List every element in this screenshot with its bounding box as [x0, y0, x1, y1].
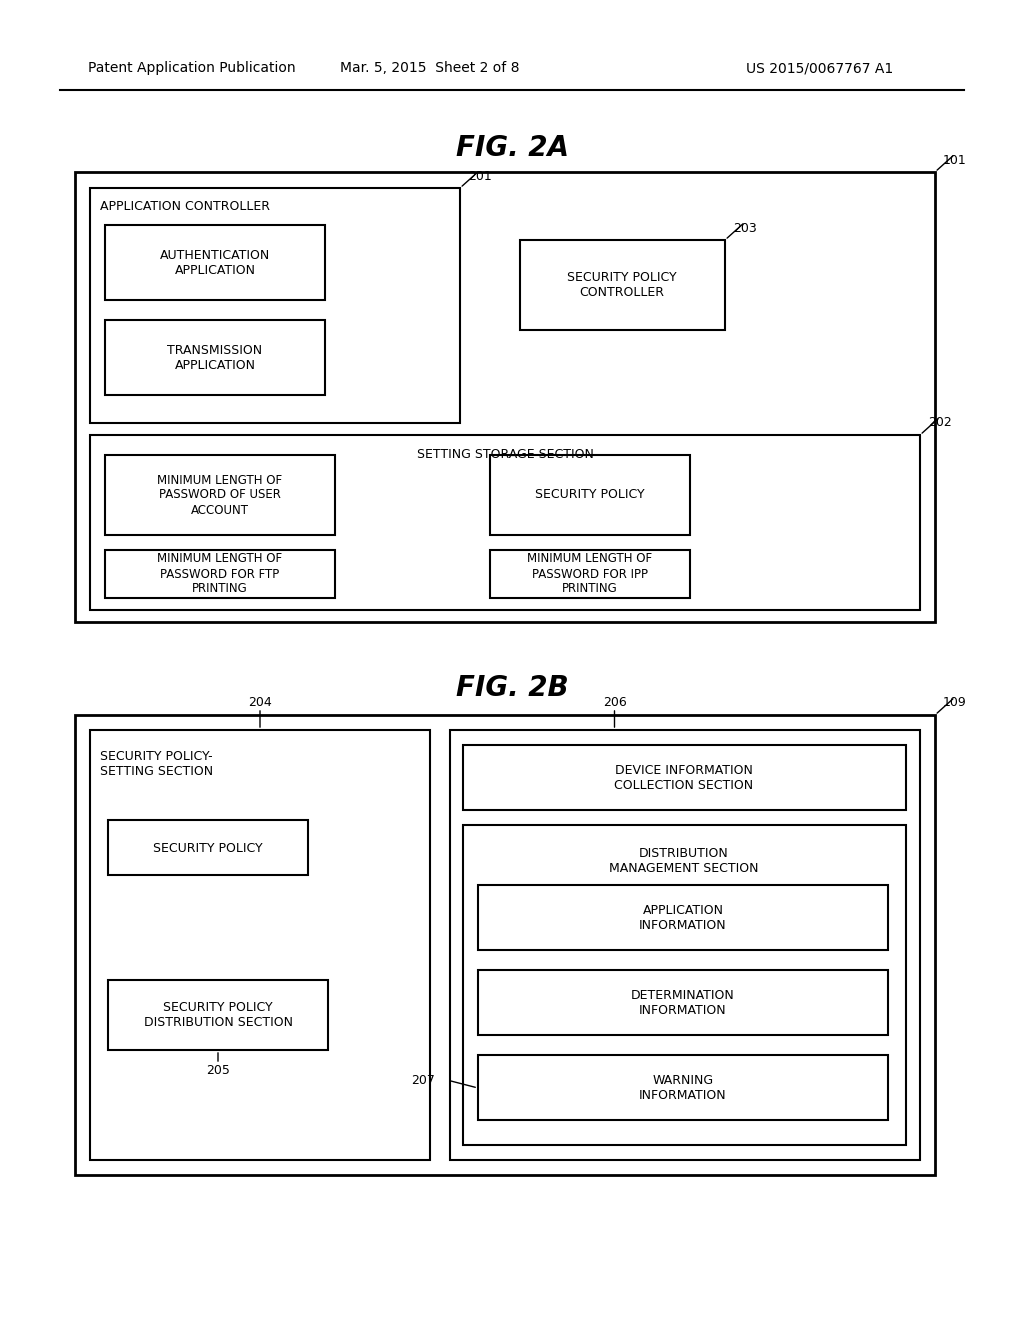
- Bar: [520, 240, 725, 330]
- Bar: [478, 884, 888, 950]
- Bar: [108, 979, 328, 1049]
- Text: Patent Application Publication: Patent Application Publication: [88, 61, 296, 75]
- Bar: [105, 455, 335, 535]
- Text: SECURITY POLICY
DISTRIBUTION SECTION: SECURITY POLICY DISTRIBUTION SECTION: [143, 1001, 293, 1030]
- Text: 204: 204: [248, 696, 272, 709]
- Bar: [108, 820, 308, 875]
- Bar: [490, 550, 690, 598]
- Text: DETERMINATION
INFORMATION: DETERMINATION INFORMATION: [631, 989, 735, 1016]
- Text: DEVICE INFORMATION
COLLECTION SECTION: DEVICE INFORMATION COLLECTION SECTION: [614, 764, 754, 792]
- Text: MINIMUM LENGTH OF
PASSWORD FOR IPP
PRINTING: MINIMUM LENGTH OF PASSWORD FOR IPP PRINT…: [527, 553, 652, 595]
- Text: 207: 207: [411, 1073, 435, 1086]
- Text: 109: 109: [943, 697, 967, 710]
- Bar: [105, 550, 335, 598]
- Bar: [105, 319, 325, 395]
- Bar: [463, 825, 906, 1144]
- Bar: [105, 224, 325, 300]
- Bar: [450, 730, 920, 1160]
- Bar: [75, 715, 935, 1175]
- Text: SECURITY POLICY-
SETTING SECTION: SECURITY POLICY- SETTING SECTION: [100, 750, 213, 777]
- Bar: [478, 970, 888, 1035]
- Text: Mar. 5, 2015  Sheet 2 of 8: Mar. 5, 2015 Sheet 2 of 8: [340, 61, 520, 75]
- Text: TRANSMISSION
APPLICATION: TRANSMISSION APPLICATION: [168, 345, 262, 372]
- Text: US 2015/0067767 A1: US 2015/0067767 A1: [746, 61, 894, 75]
- Bar: [90, 730, 430, 1160]
- Bar: [490, 455, 690, 535]
- Text: 101: 101: [943, 153, 967, 166]
- Text: FIG. 2B: FIG. 2B: [456, 675, 568, 702]
- Text: 206: 206: [603, 696, 627, 709]
- Text: APPLICATION
INFORMATION: APPLICATION INFORMATION: [639, 904, 727, 932]
- Text: 202: 202: [928, 417, 951, 429]
- Text: 205: 205: [206, 1064, 230, 1077]
- Bar: [90, 187, 460, 422]
- Text: MINIMUM LENGTH OF
PASSWORD FOR FTP
PRINTING: MINIMUM LENGTH OF PASSWORD FOR FTP PRINT…: [158, 553, 283, 595]
- Text: 203: 203: [733, 222, 757, 235]
- Bar: [90, 436, 920, 610]
- Bar: [463, 744, 906, 810]
- Text: SETTING STORAGE SECTION: SETTING STORAGE SECTION: [417, 449, 594, 462]
- Text: FIG. 2A: FIG. 2A: [456, 135, 568, 162]
- Text: SECURITY POLICY: SECURITY POLICY: [154, 842, 263, 854]
- Text: SECURITY POLICY
CONTROLLER: SECURITY POLICY CONTROLLER: [567, 271, 677, 300]
- Text: DISTRIBUTION
MANAGEMENT SECTION: DISTRIBUTION MANAGEMENT SECTION: [609, 847, 759, 875]
- Text: 201: 201: [468, 169, 492, 182]
- Text: AUTHENTICATION
APPLICATION: AUTHENTICATION APPLICATION: [160, 249, 270, 277]
- Text: APPLICATION CONTROLLER: APPLICATION CONTROLLER: [100, 199, 270, 213]
- Bar: [75, 172, 935, 622]
- Text: MINIMUM LENGTH OF
PASSWORD OF USER
ACCOUNT: MINIMUM LENGTH OF PASSWORD OF USER ACCOU…: [158, 474, 283, 516]
- Text: SECURITY POLICY: SECURITY POLICY: [536, 488, 645, 502]
- Text: WARNING
INFORMATION: WARNING INFORMATION: [639, 1074, 727, 1102]
- Bar: [478, 1055, 888, 1119]
